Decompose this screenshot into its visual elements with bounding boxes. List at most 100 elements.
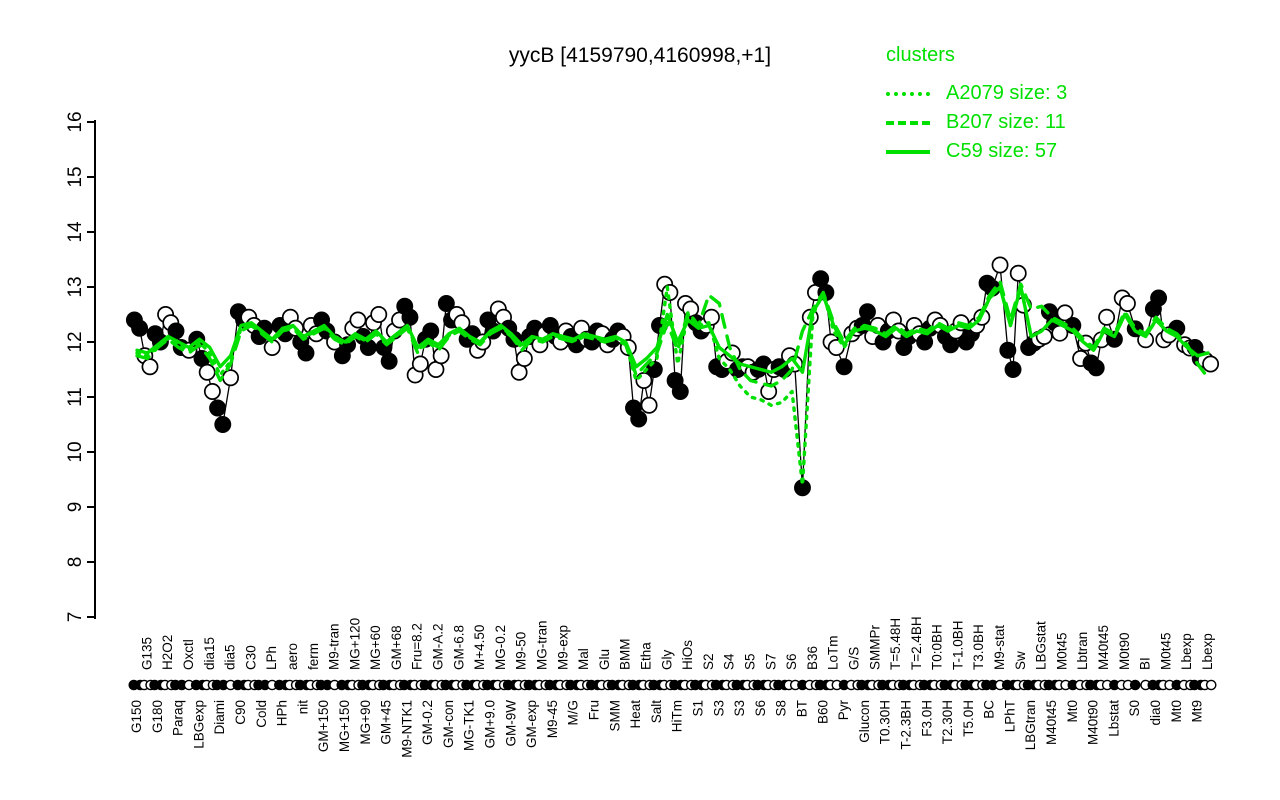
legend-title: clusters	[886, 44, 955, 66]
x-condition-label: S4	[722, 653, 737, 670]
data-point-open	[432, 347, 450, 365]
data-point-filled	[422, 322, 440, 340]
x-condition-label: M40t45	[1096, 625, 1111, 670]
x-condition-label: M40t45	[1044, 700, 1059, 745]
data-point-filled	[645, 361, 663, 378]
x-condition-label: T3.0BH	[971, 624, 986, 670]
x-condition-label: Salt	[649, 700, 664, 724]
legend: clusters A2079 size: 3 B207 size: 11 C59…	[886, 44, 1067, 166]
dotted-line-sample	[886, 91, 930, 96]
data-point-filled	[835, 358, 853, 376]
x-condition-label: Glucon	[857, 700, 872, 743]
y-tick-label: 8	[65, 557, 86, 568]
x-condition-label: SMMPr	[867, 625, 882, 671]
legend-entry-B207: B207 size: 11	[886, 108, 1067, 137]
x-condition-label: M9-tran	[327, 623, 342, 670]
x-condition-label: LoTm	[826, 635, 841, 670]
x-condition-label: GM-con	[441, 700, 456, 748]
x-condition-label: Gly	[659, 650, 674, 671]
chart-title: yycB [4159790,4160998,+1]	[508, 44, 772, 67]
x-condition-label: MG-tran	[535, 620, 550, 670]
x-condition-label: Cold	[254, 700, 269, 728]
legend-entry-label: A2079 size: 3	[946, 82, 1068, 104]
x-condition-label: S3	[732, 700, 747, 717]
dashed-line-sample	[886, 120, 930, 125]
x-condition-label: S6	[784, 653, 799, 670]
data-point-open	[703, 308, 720, 326]
y-tick-label: 13	[65, 276, 86, 297]
x-condition-label: Lbexp	[1200, 633, 1215, 670]
data-point-open	[349, 311, 367, 329]
data-point-filled	[167, 322, 185, 340]
y-tick-label: 16	[65, 111, 86, 132]
y-tick-label: 10	[65, 441, 86, 462]
x-condition-label: Mt0	[1065, 700, 1080, 723]
x-condition-label: Oxctl	[181, 639, 196, 670]
data-point-filled	[859, 303, 876, 321]
x-condition-label: S1	[690, 700, 705, 717]
x-condition-label: B60	[815, 700, 830, 724]
cluster-line-B207	[135, 279, 1210, 388]
data-point-open	[515, 350, 533, 367]
x-condition-label: M9-stat	[992, 625, 1007, 670]
data-point-open	[1118, 295, 1136, 312]
data-point-open	[141, 358, 159, 376]
x-condition-label: dia5	[223, 644, 238, 670]
x-condition-label: G/S	[846, 647, 861, 670]
data-point-open	[640, 396, 658, 414]
y-tick-label: 9	[65, 502, 86, 513]
data-point-open	[411, 355, 429, 373]
x-condition-label: M/G	[566, 700, 581, 726]
x-condition-label: ferm	[306, 643, 321, 670]
x-condition-label: F3.0H	[919, 700, 934, 737]
x-condition-label: aero	[285, 643, 300, 670]
x-condition-label: Glu	[597, 649, 612, 670]
data-point-filled	[359, 339, 377, 356]
x-condition-label: GM-exp	[524, 700, 539, 748]
y-tick-label: 12	[65, 331, 86, 352]
x-condition-label: HiOs	[680, 640, 695, 670]
y-tick-label: 11	[65, 387, 86, 407]
x-condition-label: nit	[295, 700, 310, 715]
x-condition-label: Lbexp	[1179, 633, 1194, 670]
x-condition-label: M9-50	[514, 632, 529, 670]
x-condition-label: LBGstat	[1034, 621, 1049, 670]
x-condition-label: S8	[774, 700, 789, 717]
x-condition-label: Lbtran	[1075, 632, 1090, 670]
x-condition-label: S6	[753, 700, 768, 717]
solid-line-sample	[886, 149, 930, 154]
x-condition-label: HPh	[275, 700, 290, 726]
x-condition-label: C30	[243, 645, 258, 670]
x-condition-label: GM-9W	[503, 700, 518, 747]
data-point-filled	[1150, 289, 1168, 307]
x-condition-label: Paraq	[171, 700, 186, 736]
x-condition-label: LBGtran	[1023, 700, 1038, 750]
legend-entry-label: C59 size: 57	[946, 140, 1058, 162]
x-condition-label: S7	[763, 653, 778, 670]
x-condition-label: G180	[150, 700, 165, 733]
x-condition-label: M9-NTK1	[399, 700, 414, 758]
x-condition-label: T0.30H	[878, 700, 893, 744]
x-condition-label: MG+90	[358, 700, 373, 745]
x-condition-label: M+4.50	[472, 625, 487, 670]
x-condition-label: MG+150	[337, 700, 352, 752]
data-point-open	[1202, 355, 1220, 373]
data-point-filled	[630, 410, 648, 428]
data-point-filled	[401, 308, 419, 326]
x-condition-label: GM+150	[316, 700, 331, 752]
data-point-filled	[380, 352, 398, 370]
x-condition-label: M40t90	[1086, 700, 1101, 745]
data-point-filled	[999, 341, 1017, 359]
x-condition-label: Etha	[639, 642, 654, 670]
y-tick-label: 15	[65, 166, 86, 187]
data-point-filled	[671, 383, 689, 400]
data-point-filled	[214, 416, 232, 433]
x-condition-label: Lbstat	[1106, 700, 1121, 737]
data-point-open	[1056, 304, 1074, 322]
y-tick-label: 7	[65, 612, 86, 623]
x-condition-label: dia15	[202, 637, 217, 670]
rug-dot	[1205, 679, 1217, 691]
x-condition-label: Diami	[212, 700, 227, 735]
